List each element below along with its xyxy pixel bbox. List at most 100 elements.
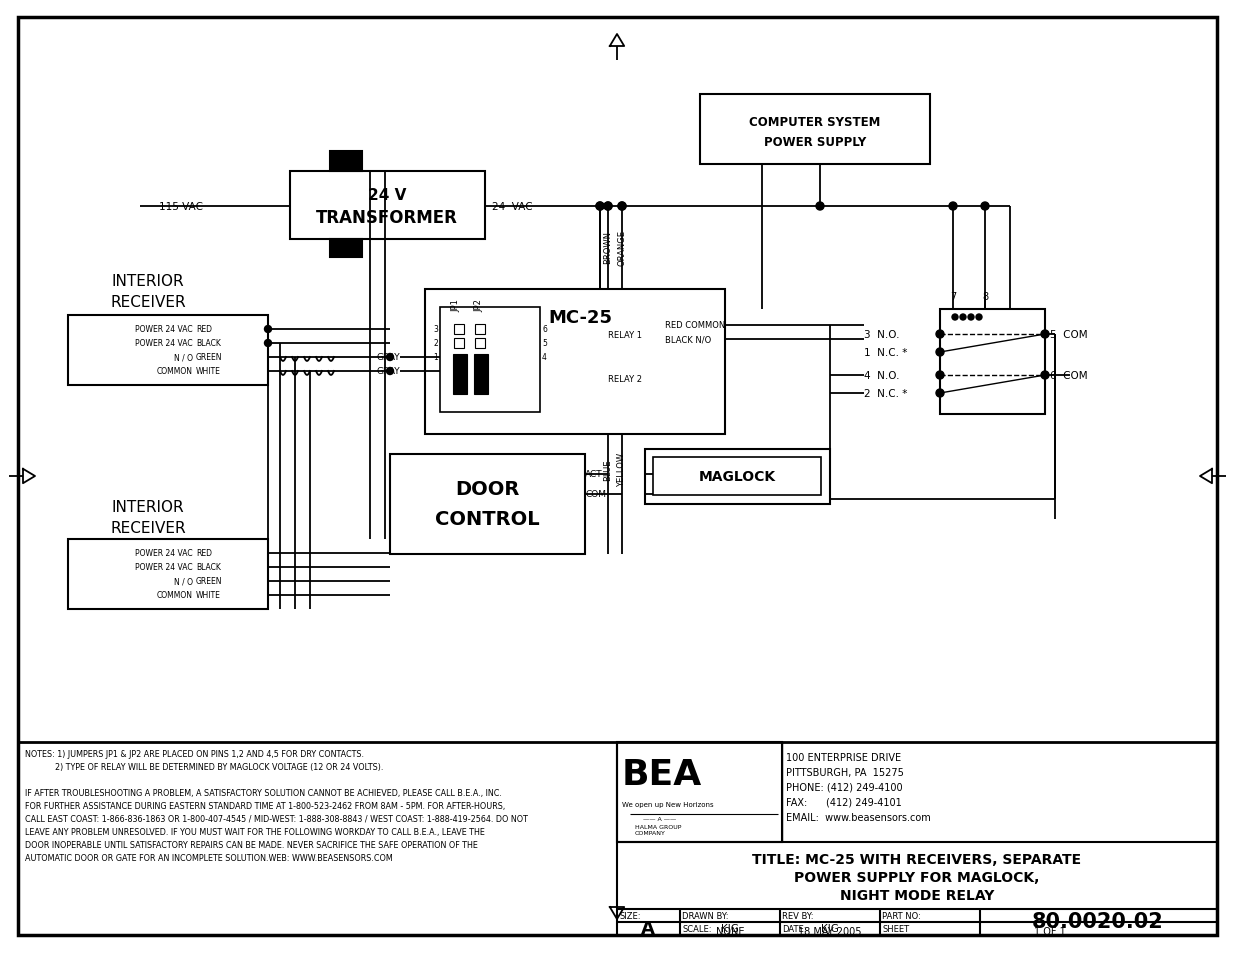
- Text: JP2: JP2: [474, 299, 483, 313]
- Bar: [454, 338, 464, 349]
- Text: RECEIVER: RECEIVER: [110, 521, 185, 536]
- Text: COM: COM: [585, 490, 606, 499]
- Circle shape: [597, 203, 604, 211]
- Text: POWER 24 VAC: POWER 24 VAC: [136, 339, 193, 348]
- Text: 24 V: 24 V: [368, 188, 406, 202]
- Circle shape: [604, 203, 613, 211]
- Circle shape: [968, 314, 974, 320]
- Text: SCALE:: SCALE:: [682, 924, 711, 933]
- Bar: [330, 240, 362, 257]
- Text: 6  COM: 6 COM: [1050, 371, 1088, 380]
- Text: POWER 24 VAC: POWER 24 VAC: [136, 563, 193, 572]
- Text: INTERIOR: INTERIOR: [111, 274, 184, 289]
- Text: PHONE: (412) 249-4100: PHONE: (412) 249-4100: [785, 782, 903, 792]
- Text: POWER SUPPLY: POWER SUPPLY: [764, 136, 866, 150]
- Text: AUTOMATIC DOOR OR GATE FOR AN INCOMPLETE SOLUTION.WEB: WWW.BEASENSORS.COM: AUTOMATIC DOOR OR GATE FOR AN INCOMPLETE…: [25, 853, 393, 862]
- Text: N / O: N / O: [174, 577, 193, 586]
- Text: COMPANY: COMPANY: [635, 831, 666, 836]
- Text: BROWN: BROWN: [604, 232, 613, 264]
- Text: 2) TYPE OF RELAY WILL BE DETERMINED BY MAGLOCK VOLTAGE (12 OR 24 VOLTS).: 2) TYPE OF RELAY WILL BE DETERMINED BY M…: [25, 762, 383, 771]
- Circle shape: [618, 203, 626, 211]
- Bar: [940, 310, 1045, 415]
- Circle shape: [936, 390, 944, 397]
- Text: 1 OF 1: 1 OF 1: [1034, 926, 1066, 936]
- Bar: [68, 539, 268, 609]
- Bar: [700, 95, 930, 165]
- Text: 18 MAY 2005: 18 MAY 2005: [798, 926, 862, 936]
- Text: COMPUTER SYSTEM: COMPUTER SYSTEM: [750, 115, 881, 129]
- Circle shape: [387, 368, 394, 375]
- Text: COMMON: COMMON: [157, 591, 193, 599]
- Text: JP1: JP1: [451, 299, 459, 313]
- Text: GRAY: GRAY: [377, 367, 400, 376]
- Text: BLACK: BLACK: [196, 339, 221, 348]
- Text: GREEN: GREEN: [196, 577, 222, 586]
- Text: CALL EAST COAST: 1-866-836-1863 OR 1-800-407-4545 / MID-WEST: 1-888-308-8843 / W: CALL EAST COAST: 1-866-836-1863 OR 1-800…: [25, 814, 527, 823]
- Text: 1: 1: [433, 354, 438, 362]
- Text: 100 ENTERPRISE DRIVE: 100 ENTERPRISE DRIVE: [785, 752, 902, 762]
- Text: POWER 24 VAC: POWER 24 VAC: [136, 549, 193, 558]
- Text: DATE:: DATE:: [782, 924, 806, 933]
- Text: A: A: [641, 919, 655, 937]
- Circle shape: [936, 372, 944, 379]
- Text: MAGLOCK: MAGLOCK: [699, 470, 776, 483]
- Circle shape: [597, 203, 604, 211]
- Text: BLACK: BLACK: [196, 563, 221, 572]
- Circle shape: [264, 340, 272, 347]
- Text: ACT: ACT: [585, 470, 603, 479]
- Text: DOOR INOPERABLE UNTIL SATISFACTORY REPAIRS CAN BE MADE. NEVER SACRIFICE THE SAFE: DOOR INOPERABLE UNTIL SATISFACTORY REPAI…: [25, 841, 478, 849]
- Text: IF AFTER TROUBLESHOOTING A PROBLEM, A SATISFACTORY SOLUTION CANNOT BE ACHIEVED, : IF AFTER TROUBLESHOOTING A PROBLEM, A SA…: [25, 788, 501, 797]
- Circle shape: [936, 331, 944, 338]
- Circle shape: [618, 203, 626, 211]
- Bar: [290, 172, 485, 240]
- Text: 4  N.O.: 4 N.O.: [864, 371, 899, 380]
- Bar: [645, 450, 830, 504]
- Text: 2  N.C. *: 2 N.C. *: [864, 389, 908, 398]
- Text: GREEN: GREEN: [196, 354, 222, 362]
- Text: EMAIL:  www.beasensors.com: EMAIL: www.beasensors.com: [785, 812, 931, 822]
- Text: YELLOW: YELLOW: [618, 453, 626, 487]
- Text: SHEET: SHEET: [882, 924, 909, 933]
- Text: 3  N.O.: 3 N.O.: [864, 330, 899, 339]
- Bar: [653, 457, 821, 496]
- Text: TRANSFORMER: TRANSFORMER: [316, 209, 458, 227]
- Text: —— A ——: —— A ——: [643, 817, 677, 821]
- Text: WHITE: WHITE: [196, 591, 221, 599]
- Text: BEA: BEA: [622, 758, 703, 791]
- Bar: [425, 290, 725, 435]
- Text: DRAWN BY:: DRAWN BY:: [682, 911, 729, 920]
- Text: 4: 4: [542, 354, 547, 362]
- Text: 1  N.C. *: 1 N.C. *: [864, 348, 908, 357]
- Text: N / O: N / O: [174, 354, 193, 362]
- Text: RED COMMON: RED COMMON: [664, 321, 725, 330]
- Text: We open up New Horizons: We open up New Horizons: [622, 801, 714, 807]
- Text: 80.0020.02: 80.0020.02: [1032, 911, 1163, 931]
- Bar: [475, 338, 485, 349]
- Text: TITLE: MC-25 WITH RECEIVERS, SEPARATE: TITLE: MC-25 WITH RECEIVERS, SEPARATE: [752, 852, 1082, 866]
- Circle shape: [976, 314, 982, 320]
- Text: RED: RED: [196, 549, 212, 558]
- Text: COMMON: COMMON: [157, 367, 193, 376]
- Circle shape: [604, 203, 613, 211]
- Circle shape: [948, 203, 957, 211]
- Text: NIGHT MODE RELAY: NIGHT MODE RELAY: [840, 888, 994, 902]
- Text: NOTES: 1) JUMPERS JP1 & JP2 ARE PLACED ON PINS 1,2 AND 4,5 FOR DRY CONTACTS.: NOTES: 1) JUMPERS JP1 & JP2 ARE PLACED O…: [25, 749, 364, 759]
- Text: 5  COM: 5 COM: [1050, 330, 1088, 339]
- Text: RELAY 2: RELAY 2: [608, 375, 642, 384]
- Circle shape: [981, 203, 989, 211]
- Text: LEAVE ANY PROBLEM UNRESOLVED. IF YOU MUST WAIT FOR THE FOLLOWING WORKDAY TO CALL: LEAVE ANY PROBLEM UNRESOLVED. IF YOU MUS…: [25, 827, 485, 836]
- Text: 5: 5: [542, 339, 547, 348]
- Bar: [19, 742, 1216, 935]
- Bar: [454, 325, 464, 335]
- Circle shape: [1041, 372, 1049, 379]
- Text: BLUE: BLUE: [604, 458, 613, 480]
- Bar: [330, 152, 362, 172]
- Text: CONTROL: CONTROL: [435, 510, 540, 529]
- Text: 7: 7: [950, 292, 956, 302]
- Circle shape: [960, 314, 966, 320]
- Text: PITTSBURGH, PA  15275: PITTSBURGH, PA 15275: [785, 767, 904, 778]
- Circle shape: [952, 314, 958, 320]
- Text: BLACK N/O: BLACK N/O: [664, 335, 711, 344]
- Text: PART NO:: PART NO:: [882, 911, 921, 920]
- Text: FOR FURTHER ASSISTANCE DURING EASTERN STANDARD TIME AT 1-800-523-2462 FROM 8AM -: FOR FURTHER ASSISTANCE DURING EASTERN ST…: [25, 801, 505, 810]
